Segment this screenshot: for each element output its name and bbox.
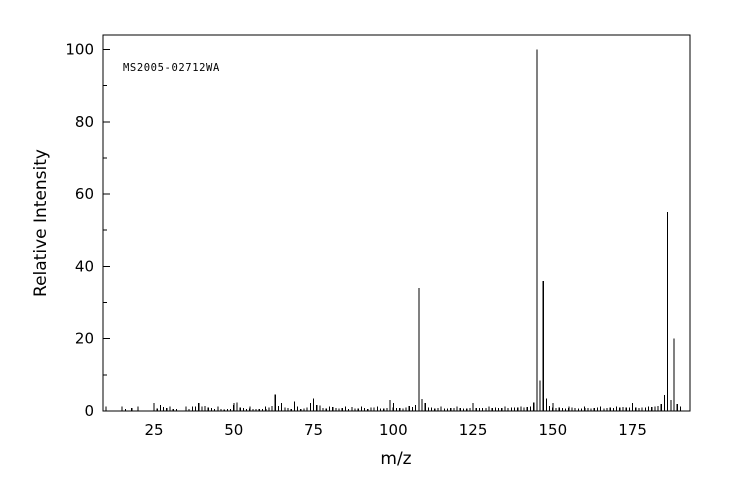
y-tick-label: 20 [75, 330, 94, 348]
x-axis-tick-labels: 25 50 75 100 125 150 175 [144, 421, 646, 439]
x-tick-label: 25 [144, 421, 163, 439]
y-tick-label: 100 [65, 40, 94, 58]
sample-id-annotation: MS2005-02712WA [123, 62, 220, 74]
y-axis-ticks [103, 48, 110, 412]
x-tick-label: 125 [459, 421, 488, 439]
y-axis-title: Relative Intensity [31, 149, 51, 297]
x-tick-label: 75 [304, 421, 323, 439]
x-tick-label: 175 [618, 421, 647, 439]
x-axis-title: m/z [380, 449, 411, 469]
y-tick-label: 80 [75, 113, 94, 131]
spectrum-peaks [121, 49, 682, 411]
x-tick-label: 50 [224, 421, 243, 439]
y-axis-tick-labels: 0 20 40 60 80 100 [65, 40, 94, 420]
y-tick-label: 40 [75, 257, 94, 275]
x-tick-label: 100 [379, 421, 408, 439]
x-tick-label: 150 [539, 421, 568, 439]
plot-frame [102, 34, 691, 412]
y-tick-label: 60 [75, 185, 94, 203]
y-tick-label: 0 [84, 402, 94, 420]
